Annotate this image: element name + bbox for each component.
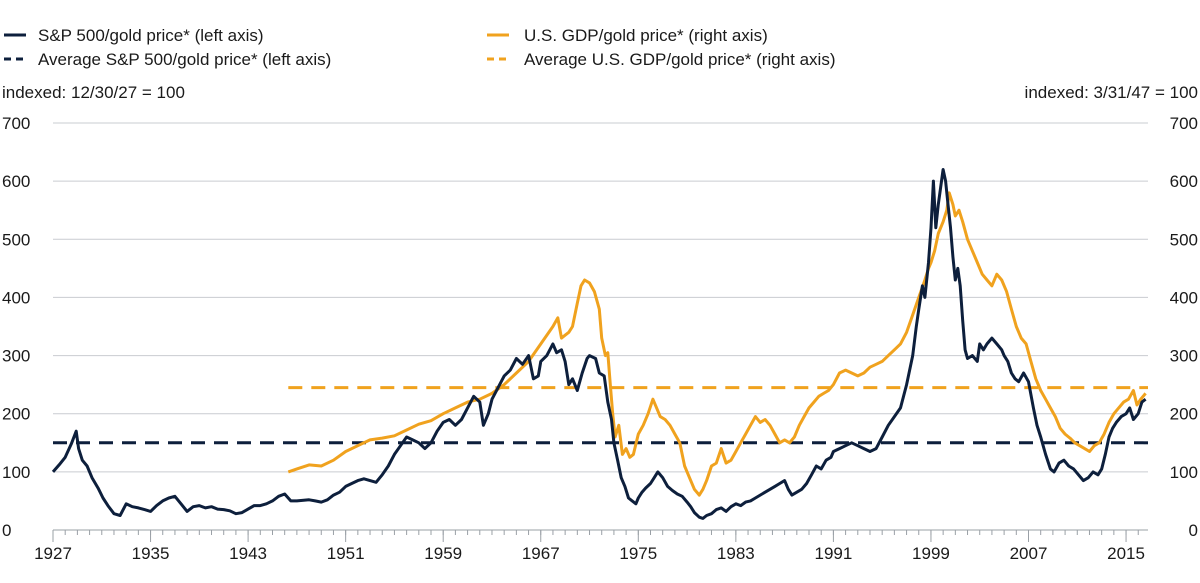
legend-label-sp500: S&P 500/gold price* (left axis) bbox=[38, 26, 264, 45]
series-layer bbox=[51, 168, 1148, 520]
y-tick-left-700: 700 bbox=[2, 114, 30, 133]
x-tick-1999: 1999 bbox=[912, 544, 950, 563]
x-tick-1943: 1943 bbox=[229, 544, 267, 563]
x-tick-1927: 1927 bbox=[34, 544, 72, 563]
right-axis-note: indexed: 3/31/47 = 100 bbox=[1025, 83, 1198, 102]
x-tick-1959: 1959 bbox=[424, 544, 462, 563]
right-y-axis: 0 100 200 300 400 500 600 700 bbox=[1170, 114, 1198, 540]
series-line-2 bbox=[287, 191, 1147, 497]
legend-label-gdp-average: Average U.S. GDP/gold price* (right axis… bbox=[524, 50, 835, 69]
series-line-0 bbox=[51, 168, 1147, 520]
x-tick-2015: 2015 bbox=[1107, 544, 1145, 563]
y-tick-right-600: 600 bbox=[1170, 172, 1198, 191]
legend-item-gdp: U.S. GDP/gold price* (right axis) bbox=[487, 26, 768, 45]
y-tick-right-500: 500 bbox=[1170, 230, 1198, 249]
y-tick-right-300: 300 bbox=[1170, 347, 1198, 366]
x-tick-2007: 2007 bbox=[1010, 544, 1048, 563]
y-tick-right-0: 0 bbox=[1189, 521, 1198, 540]
y-tick-left-300: 300 bbox=[2, 347, 30, 366]
legend-label-gdp: U.S. GDP/gold price* (right axis) bbox=[524, 26, 768, 45]
legend: S&P 500/gold price* (left axis) Average … bbox=[4, 26, 835, 69]
x-tick-1935: 1935 bbox=[132, 544, 170, 563]
left-y-axis: 0 100 200 300 400 500 600 700 bbox=[2, 114, 30, 540]
y-tick-left-400: 400 bbox=[2, 288, 30, 307]
x-tick-1983: 1983 bbox=[717, 544, 755, 563]
legend-label-sp500-average: Average S&P 500/gold price* (left axis) bbox=[38, 50, 331, 69]
y-tick-left-0: 0 bbox=[2, 521, 11, 540]
left-axis-note: indexed: 12/30/27 = 100 bbox=[2, 83, 185, 102]
y-tick-right-400: 400 bbox=[1170, 288, 1198, 307]
y-tick-left-500: 500 bbox=[2, 230, 30, 249]
x-axis: 1927 1935 1943 1951 1959 1967 1975 1983 1991 1999… bbox=[34, 529, 1148, 563]
y-tick-left-100: 100 bbox=[2, 463, 30, 482]
x-tick-1991: 1991 bbox=[814, 544, 852, 563]
legend-item-sp500: S&P 500/gold price* (left axis) bbox=[4, 26, 264, 45]
y-tick-right-100: 100 bbox=[1170, 463, 1198, 482]
legend-item-gdp-average: Average U.S. GDP/gold price* (right axis… bbox=[487, 50, 835, 69]
y-tick-left-200: 200 bbox=[2, 405, 30, 424]
y-tick-left-600: 600 bbox=[2, 172, 30, 191]
y-tick-right-700: 700 bbox=[1170, 114, 1198, 133]
x-tick-1967: 1967 bbox=[522, 544, 560, 563]
y-tick-right-200: 200 bbox=[1170, 405, 1198, 424]
x-tick-1975: 1975 bbox=[619, 544, 657, 563]
x-tick-1951: 1951 bbox=[327, 544, 365, 563]
gridlines bbox=[53, 122, 1148, 473]
legend-item-sp500-average: Average S&P 500/gold price* (left axis) bbox=[4, 50, 331, 69]
